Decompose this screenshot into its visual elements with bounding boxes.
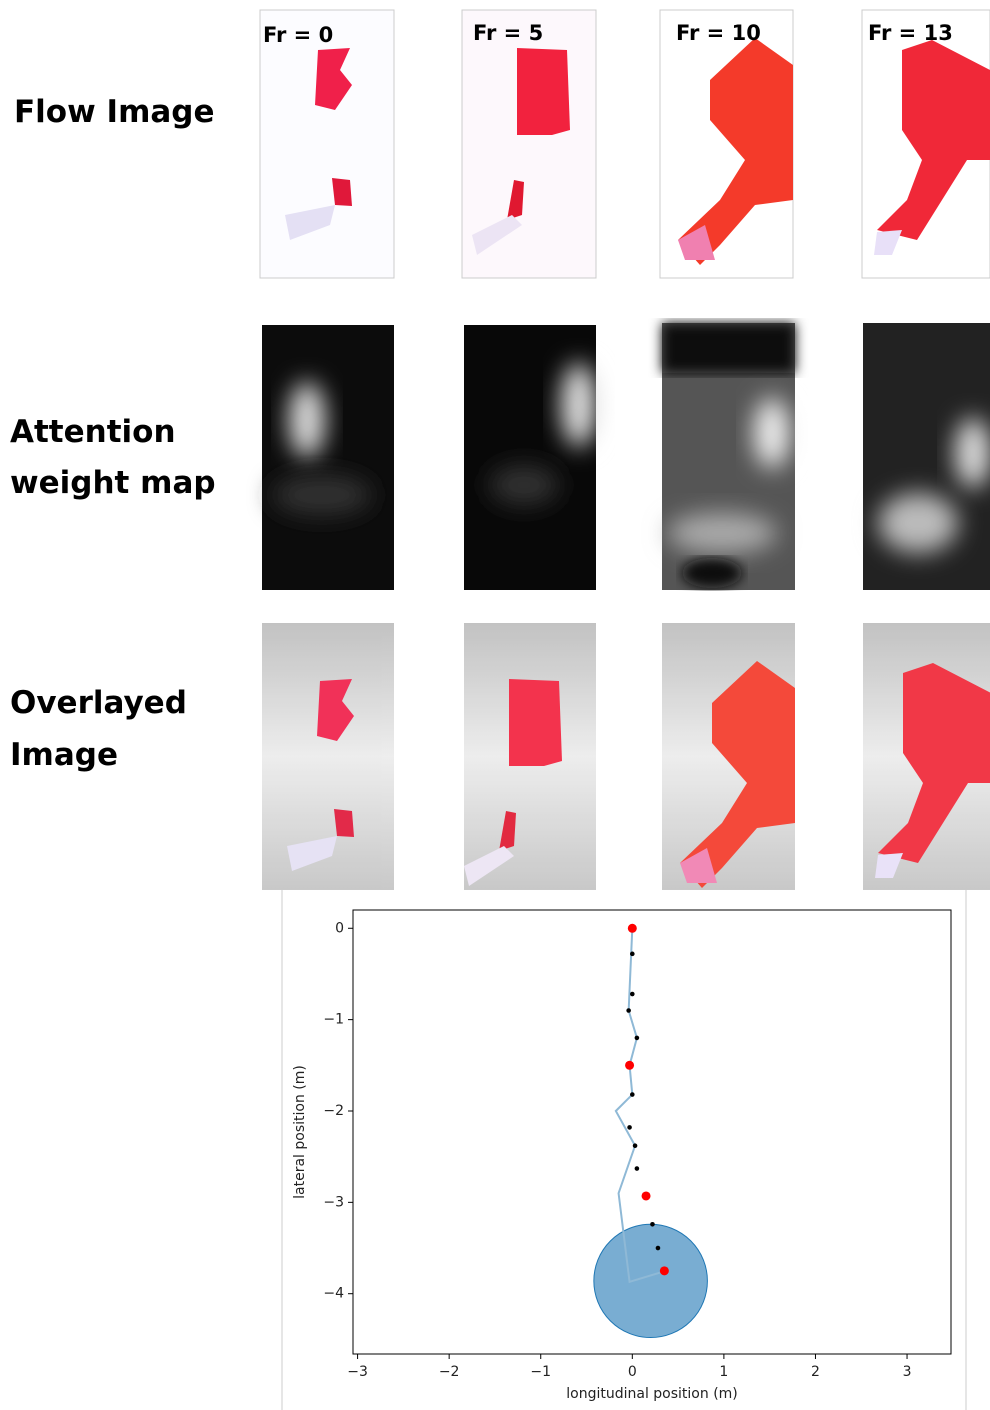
point (635, 1036, 640, 1041)
page: Flow Image Attention weight map Overlayed Im… (0, 0, 990, 1410)
y-tick-label: −4 (323, 1286, 344, 1302)
point (642, 1191, 651, 1200)
row-label: Attention (10, 414, 176, 450)
figure: Flow Image Attention weight map Overlayed Im… (0, 0, 990, 1410)
y-tick-label: −1 (323, 1012, 344, 1028)
point (660, 1266, 669, 1275)
uncertainty-circle (594, 1224, 708, 1337)
point (627, 1125, 632, 1130)
row-label: Flow Image (14, 94, 215, 130)
y-tick-label: 0 (335, 920, 344, 936)
panel-bg (282, 890, 967, 1410)
x-tick-label: 3 (903, 1364, 912, 1380)
frame-label: Fr = 10 (676, 21, 761, 45)
point (630, 992, 635, 997)
y-tick-label: −2 (323, 1103, 344, 1119)
x-axis-label: longitudinal position (m) (566, 1386, 738, 1402)
point (628, 924, 637, 933)
point (656, 1246, 661, 1251)
point (626, 1008, 631, 1013)
point (633, 1143, 638, 1148)
point (650, 1222, 655, 1227)
row-label: Overlayed (10, 685, 187, 721)
x-tick-label: −1 (530, 1364, 551, 1380)
chart-panel (282, 890, 967, 1410)
y-axis-label: lateral position (m) (292, 1065, 308, 1199)
frame-label: Fr = 13 (868, 21, 953, 45)
x-tick-label: 2 (811, 1364, 820, 1380)
x-tick-label: −3 (347, 1364, 368, 1380)
x-tick-label: 0 (628, 1364, 637, 1380)
row-label: weight map (10, 465, 216, 501)
frame-label: Fr = 5 (473, 21, 543, 45)
point (635, 1166, 640, 1171)
x-tick-label: −2 (439, 1364, 460, 1380)
row-label: Image (10, 737, 118, 773)
point (630, 1092, 635, 1097)
frame-label: Fr = 0 (263, 23, 333, 47)
attention-maps (262, 323, 990, 590)
y-tick-label: −3 (323, 1194, 344, 1210)
overlay-images (262, 623, 990, 890)
row-labels: Flow Image Attention weight map Overlayed Im… (10, 94, 216, 773)
point (625, 1061, 634, 1070)
flow-images (260, 10, 990, 278)
x-tick-label: 1 (719, 1364, 728, 1380)
point (630, 952, 635, 957)
